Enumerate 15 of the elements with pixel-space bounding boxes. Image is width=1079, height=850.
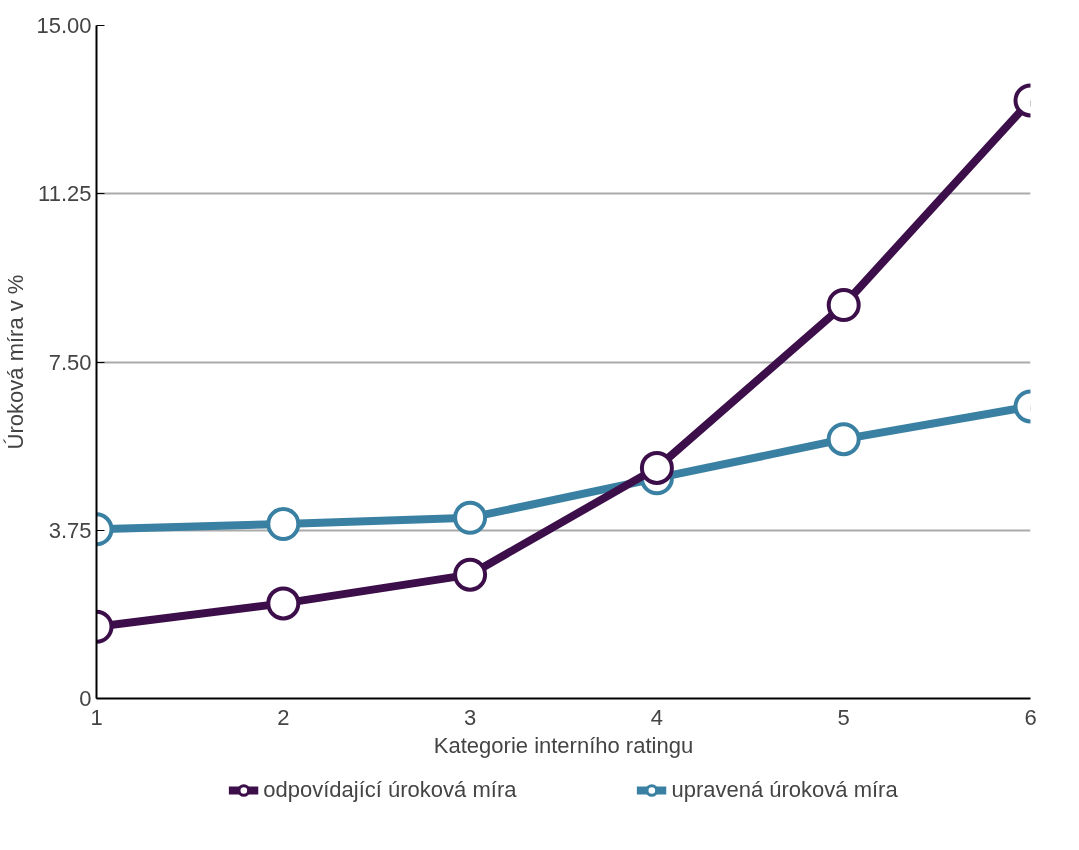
y-tick-label: 3.75	[48, 517, 92, 543]
y-tick-label: 0	[79, 686, 92, 711]
x-tick-label: 1	[90, 704, 103, 730]
x-tick-label: 3	[463, 704, 477, 730]
x-tick-label: 6	[1024, 704, 1037, 730]
x-axis-title: Kategorie interního ratingu	[433, 732, 694, 758]
x-tick-label: 4	[650, 704, 664, 730]
legend-label: odpovídající úroková míra	[263, 777, 517, 803]
y-tick-label: 11.25	[38, 181, 92, 207]
y-tick-label: 7.50	[48, 349, 92, 375]
y-axis-title: Úroková míra v %	[3, 274, 29, 450]
x-tick-label: 5	[837, 704, 850, 730]
y-tick-label: 15.00	[36, 13, 92, 38]
legend-label: upravená úroková míra	[671, 777, 898, 803]
x-tick-label: 2	[277, 704, 290, 730]
